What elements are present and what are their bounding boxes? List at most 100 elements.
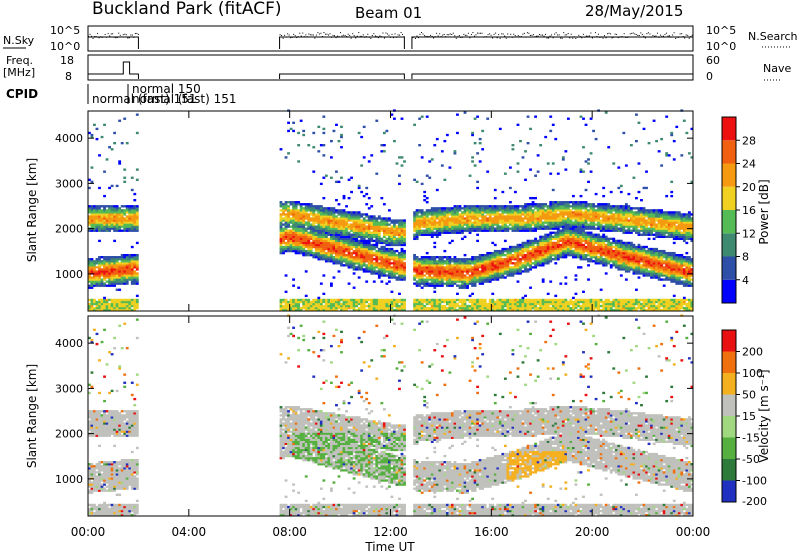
power-cell	[90, 211, 94, 214]
power-cell	[324, 239, 328, 243]
power-cell	[561, 201, 565, 204]
power-cell	[561, 304, 565, 308]
power-cell	[292, 215, 296, 218]
power-cell	[292, 243, 296, 247]
power-cell	[534, 308, 538, 312]
nsky-point	[403, 36, 405, 38]
freq-segment	[411, 73, 694, 79]
power-cell	[458, 215, 462, 218]
nsky-point	[549, 35, 551, 37]
power-cell	[476, 180, 480, 184]
power-cell	[342, 249, 346, 253]
nsky-point	[548, 37, 550, 39]
power-cell	[377, 258, 381, 261]
power-cell	[456, 272, 459, 275]
power-cell	[569, 243, 573, 247]
power-cell	[103, 298, 106, 302]
power-cell	[110, 207, 114, 210]
power-cell	[120, 225, 124, 228]
power-cell	[123, 221, 127, 224]
power-cell	[297, 221, 301, 224]
power-cell	[355, 262, 359, 265]
power-cell	[398, 239, 401, 243]
power-cell	[304, 235, 308, 238]
power-cell	[529, 205, 532, 208]
power-cell	[531, 298, 535, 302]
power-cell	[279, 304, 283, 308]
power-cell	[98, 266, 101, 269]
power-cell	[103, 229, 106, 232]
power-cell	[451, 213, 454, 216]
power-cell	[554, 241, 558, 245]
power-cell	[385, 247, 389, 251]
power-cell	[478, 223, 482, 226]
power-cell	[430, 270, 434, 273]
power-cell	[531, 211, 535, 214]
power-cell	[375, 219, 379, 222]
power-cell	[400, 249, 404, 253]
power-cell	[395, 239, 399, 243]
power-cell	[556, 302, 560, 306]
power-cell	[289, 217, 293, 220]
power-cell	[294, 227, 298, 230]
power-cell	[95, 270, 99, 273]
power-cell	[385, 308, 389, 312]
power-cell	[468, 215, 472, 218]
power-cell	[491, 229, 495, 232]
power-cell	[282, 217, 285, 220]
power-cell	[511, 306, 515, 310]
power-cell	[423, 258, 427, 261]
power-cell	[347, 215, 351, 218]
power-cell	[551, 225, 555, 228]
power-cell	[95, 229, 99, 232]
power-cell	[478, 278, 482, 281]
power-cell	[345, 225, 348, 228]
power-cell	[531, 203, 535, 206]
power-cell	[347, 223, 351, 226]
power-cell	[493, 229, 497, 232]
power-cell	[322, 241, 326, 245]
power-cell	[413, 302, 417, 306]
nsky-point	[297, 36, 299, 38]
power-cell	[564, 253, 568, 257]
power-cell	[508, 247, 512, 251]
power-cell	[451, 215, 454, 218]
power-cell	[385, 256, 389, 259]
power-cell	[526, 251, 530, 255]
power-cell	[284, 237, 288, 241]
power-cell	[322, 219, 326, 222]
power-cell	[481, 272, 485, 275]
power-cell	[546, 217, 550, 220]
power-cell	[519, 302, 522, 306]
power-cell	[279, 245, 283, 249]
power-cell	[370, 300, 374, 304]
power-cell	[425, 213, 429, 216]
power-cell	[115, 219, 119, 222]
power-cell	[400, 231, 404, 234]
power-cell	[113, 268, 117, 271]
power-cell	[93, 213, 96, 216]
power-cell	[466, 227, 469, 230]
power-cell	[491, 258, 495, 261]
power-cell	[93, 229, 96, 232]
power-cell	[324, 235, 328, 238]
power-cell	[90, 298, 94, 302]
nsky-point	[492, 37, 494, 39]
power-cell	[347, 225, 351, 228]
power-cell	[448, 308, 452, 312]
power-cell	[428, 229, 432, 232]
nsky-point	[576, 36, 578, 38]
power-cell	[483, 221, 487, 224]
power-cell	[115, 266, 119, 269]
power-cell	[453, 268, 457, 271]
power-cell	[297, 300, 301, 304]
power-cell	[393, 233, 396, 236]
power-cell	[350, 300, 353, 304]
power-cell	[556, 201, 560, 204]
power-cell	[451, 225, 454, 228]
power-cell	[382, 223, 386, 226]
nsky-point	[616, 33, 618, 35]
power-cell	[133, 270, 137, 273]
power-cell	[335, 215, 338, 218]
power-cell	[120, 278, 124, 281]
